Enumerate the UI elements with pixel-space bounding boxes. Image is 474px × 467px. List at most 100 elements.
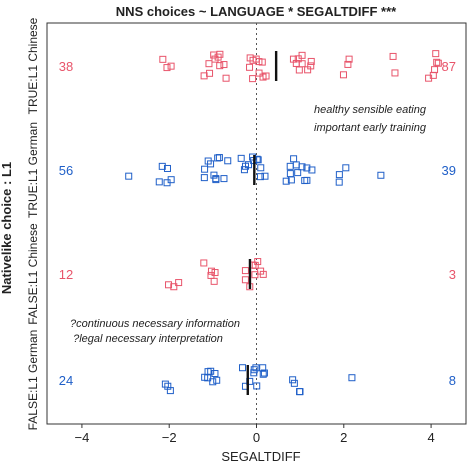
data-point <box>391 69 399 77</box>
left-count-label: 38 <box>59 59 73 74</box>
data-point <box>262 72 270 80</box>
data-point <box>163 164 171 172</box>
data-point <box>211 370 219 378</box>
data-point <box>339 71 347 79</box>
data-point <box>256 173 264 181</box>
x-tick-label: −4 <box>75 430 90 445</box>
annotation-4: ?legal necessary interpretation <box>73 333 223 345</box>
data-point <box>216 62 224 70</box>
data-point <box>210 277 218 285</box>
data-point <box>377 171 385 179</box>
data-point <box>298 51 306 59</box>
right-count-label: 8 <box>449 373 456 388</box>
data-point <box>246 63 254 71</box>
right-count-label: 39 <box>442 163 456 178</box>
data-point <box>175 279 183 287</box>
data-point <box>344 60 352 68</box>
data-point <box>258 58 266 66</box>
right-count-label: 3 <box>449 267 456 282</box>
data-point <box>298 60 306 68</box>
left-count-label: 24 <box>59 373 73 388</box>
data-point <box>294 169 302 177</box>
data-point <box>292 161 300 169</box>
data-point <box>251 261 259 269</box>
data-point <box>308 166 316 174</box>
data-point <box>431 66 439 74</box>
data-point <box>389 52 397 60</box>
data-point <box>259 364 267 372</box>
data-point <box>303 164 311 172</box>
data-point <box>211 269 219 277</box>
data-point <box>237 154 245 162</box>
data-point <box>434 59 442 67</box>
data-point <box>207 267 215 275</box>
data-point <box>209 378 217 386</box>
y-axis-label: Nativelike choice : L1 <box>0 162 14 294</box>
data-point <box>253 382 261 390</box>
left-count-label: 12 <box>59 267 73 282</box>
data-point <box>216 50 224 58</box>
data-point <box>201 165 209 173</box>
data-point <box>155 178 163 186</box>
data-point <box>259 370 267 378</box>
data-point <box>298 163 306 171</box>
data-point <box>290 379 298 387</box>
data-point <box>289 376 297 384</box>
data-point <box>239 364 247 372</box>
mean-markers-layer <box>246 51 278 395</box>
data-point <box>215 154 223 162</box>
data-point <box>286 170 294 178</box>
data-point <box>296 388 304 396</box>
data-point <box>307 57 315 65</box>
data-point <box>342 164 350 172</box>
data-point <box>241 267 249 275</box>
data-point <box>167 176 175 184</box>
data-point <box>249 75 257 83</box>
data-point <box>335 171 343 179</box>
row-category-label: FALSE:L1 German <box>26 330 40 431</box>
data-point <box>252 364 260 372</box>
x-tick-label: 0 <box>253 430 260 445</box>
data-point <box>200 174 208 182</box>
data-point <box>433 58 441 66</box>
annotation-2: important early training <box>314 122 427 134</box>
data-point <box>345 55 353 63</box>
data-point <box>335 178 343 186</box>
x-tick-label: 2 <box>340 430 347 445</box>
data-point <box>301 177 309 185</box>
data-point <box>167 62 175 70</box>
data-point <box>432 50 440 58</box>
data-point <box>307 62 315 70</box>
x-axis-label: SEGALTDIFF <box>221 449 300 464</box>
points-layer <box>125 50 442 396</box>
data-point <box>257 267 265 275</box>
row-category-label: FALSE:L1 Chinese <box>26 223 40 325</box>
data-point <box>287 176 295 184</box>
data-point <box>261 172 269 180</box>
data-point <box>158 162 166 170</box>
data-point <box>204 374 212 382</box>
data-point <box>241 276 249 284</box>
data-point <box>224 157 232 165</box>
data-point <box>200 259 208 267</box>
data-point <box>282 177 290 185</box>
data-point <box>163 64 171 72</box>
data-point <box>290 155 298 163</box>
data-point <box>170 283 178 291</box>
data-point <box>222 74 230 82</box>
data-point <box>220 175 228 183</box>
data-point <box>245 161 253 169</box>
data-point <box>204 157 212 165</box>
row-category-label: TRUE:L1 German <box>26 122 40 218</box>
data-point <box>205 60 213 68</box>
data-point <box>348 374 356 382</box>
data-point <box>165 281 173 289</box>
x-tick-label: 4 <box>427 430 434 445</box>
data-point <box>206 69 214 77</box>
data-point <box>125 172 133 180</box>
data-point <box>166 387 174 395</box>
data-point <box>260 369 268 377</box>
data-point <box>213 376 221 384</box>
